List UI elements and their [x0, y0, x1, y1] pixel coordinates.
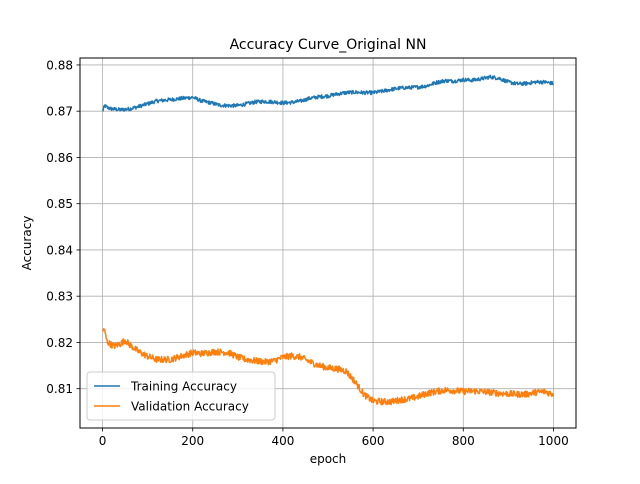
x-tick-label: 0	[99, 434, 107, 448]
y-tick-label: 0.83	[46, 290, 73, 304]
series-line-1	[102, 328, 555, 406]
y-tick-label: 0.87	[46, 105, 73, 119]
y-tick-label: 0.88	[46, 58, 73, 72]
y-axis-label: Accuracy	[20, 216, 34, 271]
y-tick-label: 0.81	[46, 382, 73, 396]
plot-series	[102, 74, 555, 406]
x-tick-label: 600	[362, 434, 385, 448]
y-tick-label: 0.84	[46, 243, 73, 257]
x-axis-ticks: 0 200 400 600 800 1000	[99, 428, 569, 448]
y-axis-ticks: 0.81 0.82 0.83 0.84 0.85 0.86 0.87 0.88	[46, 58, 80, 396]
y-tick-label: 0.82	[46, 336, 73, 350]
x-tick-label: 800	[452, 434, 475, 448]
legend-label-1: Validation Accuracy	[131, 400, 249, 414]
series-line-0	[102, 74, 555, 112]
y-tick-label: 0.85	[46, 197, 73, 211]
legend-label-0: Training Accuracy	[130, 380, 237, 394]
x-tick-label: 200	[181, 434, 204, 448]
x-axis-label: epoch	[310, 452, 347, 466]
y-tick-label: 0.86	[46, 151, 73, 165]
legend: Training Accuracy Validation Accuracy	[86, 371, 276, 421]
legend-box	[86, 371, 276, 421]
plot-frame	[79, 57, 577, 429]
grid	[80, 58, 576, 428]
x-tick-label: 1000	[538, 434, 569, 448]
chart-title: Accuracy Curve_Original NN	[230, 37, 427, 53]
x-tick-label: 400	[271, 434, 294, 448]
